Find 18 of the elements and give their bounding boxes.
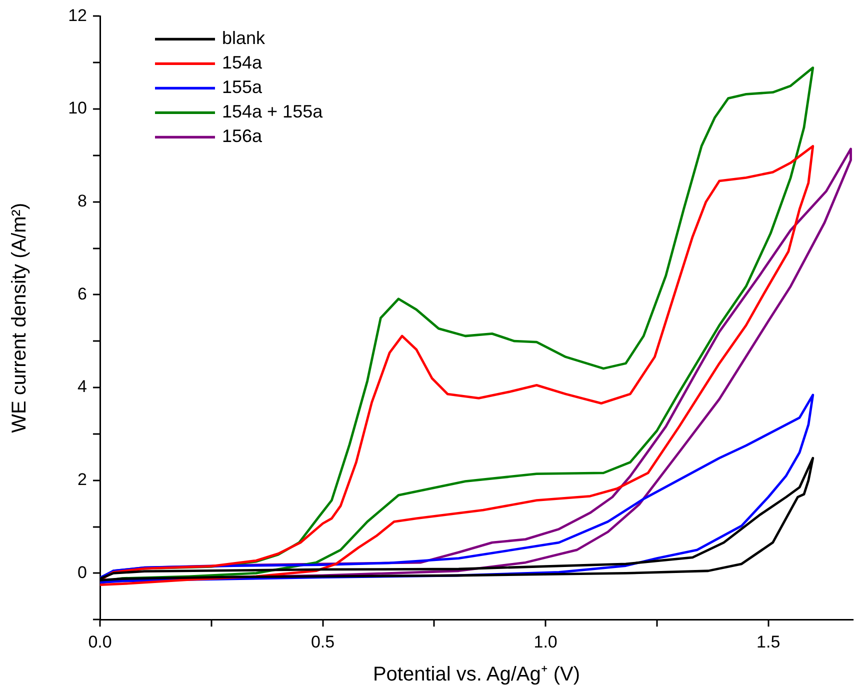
x-axis-title: Potential vs. Ag/Ag⁺ (V) bbox=[372, 664, 580, 686]
legend-label: 154a + 155a bbox=[222, 102, 324, 122]
y-tick-label: 0 bbox=[78, 562, 87, 582]
y-tick-label: 12 bbox=[68, 6, 87, 25]
y-tick-label: 8 bbox=[78, 192, 87, 211]
x-tick-label: 0.5 bbox=[310, 632, 335, 652]
legend-label: 156a bbox=[222, 126, 264, 146]
legend-label: 154a bbox=[222, 52, 264, 73]
y-tick-label: 10 bbox=[68, 98, 87, 118]
x-tick-label: 1.5 bbox=[756, 632, 780, 652]
y-tick-label: 6 bbox=[78, 284, 87, 304]
x-tick-label: 0.0 bbox=[88, 632, 112, 652]
x-tick-label: 1.0 bbox=[534, 632, 558, 652]
legend-label: 155a bbox=[222, 77, 264, 98]
y-tick-label: 4 bbox=[78, 377, 87, 396]
legend-label: blank bbox=[222, 28, 266, 48]
y-axis-title: WE current density (A/m²) bbox=[8, 202, 31, 433]
y-tick-label: 2 bbox=[78, 470, 87, 490]
